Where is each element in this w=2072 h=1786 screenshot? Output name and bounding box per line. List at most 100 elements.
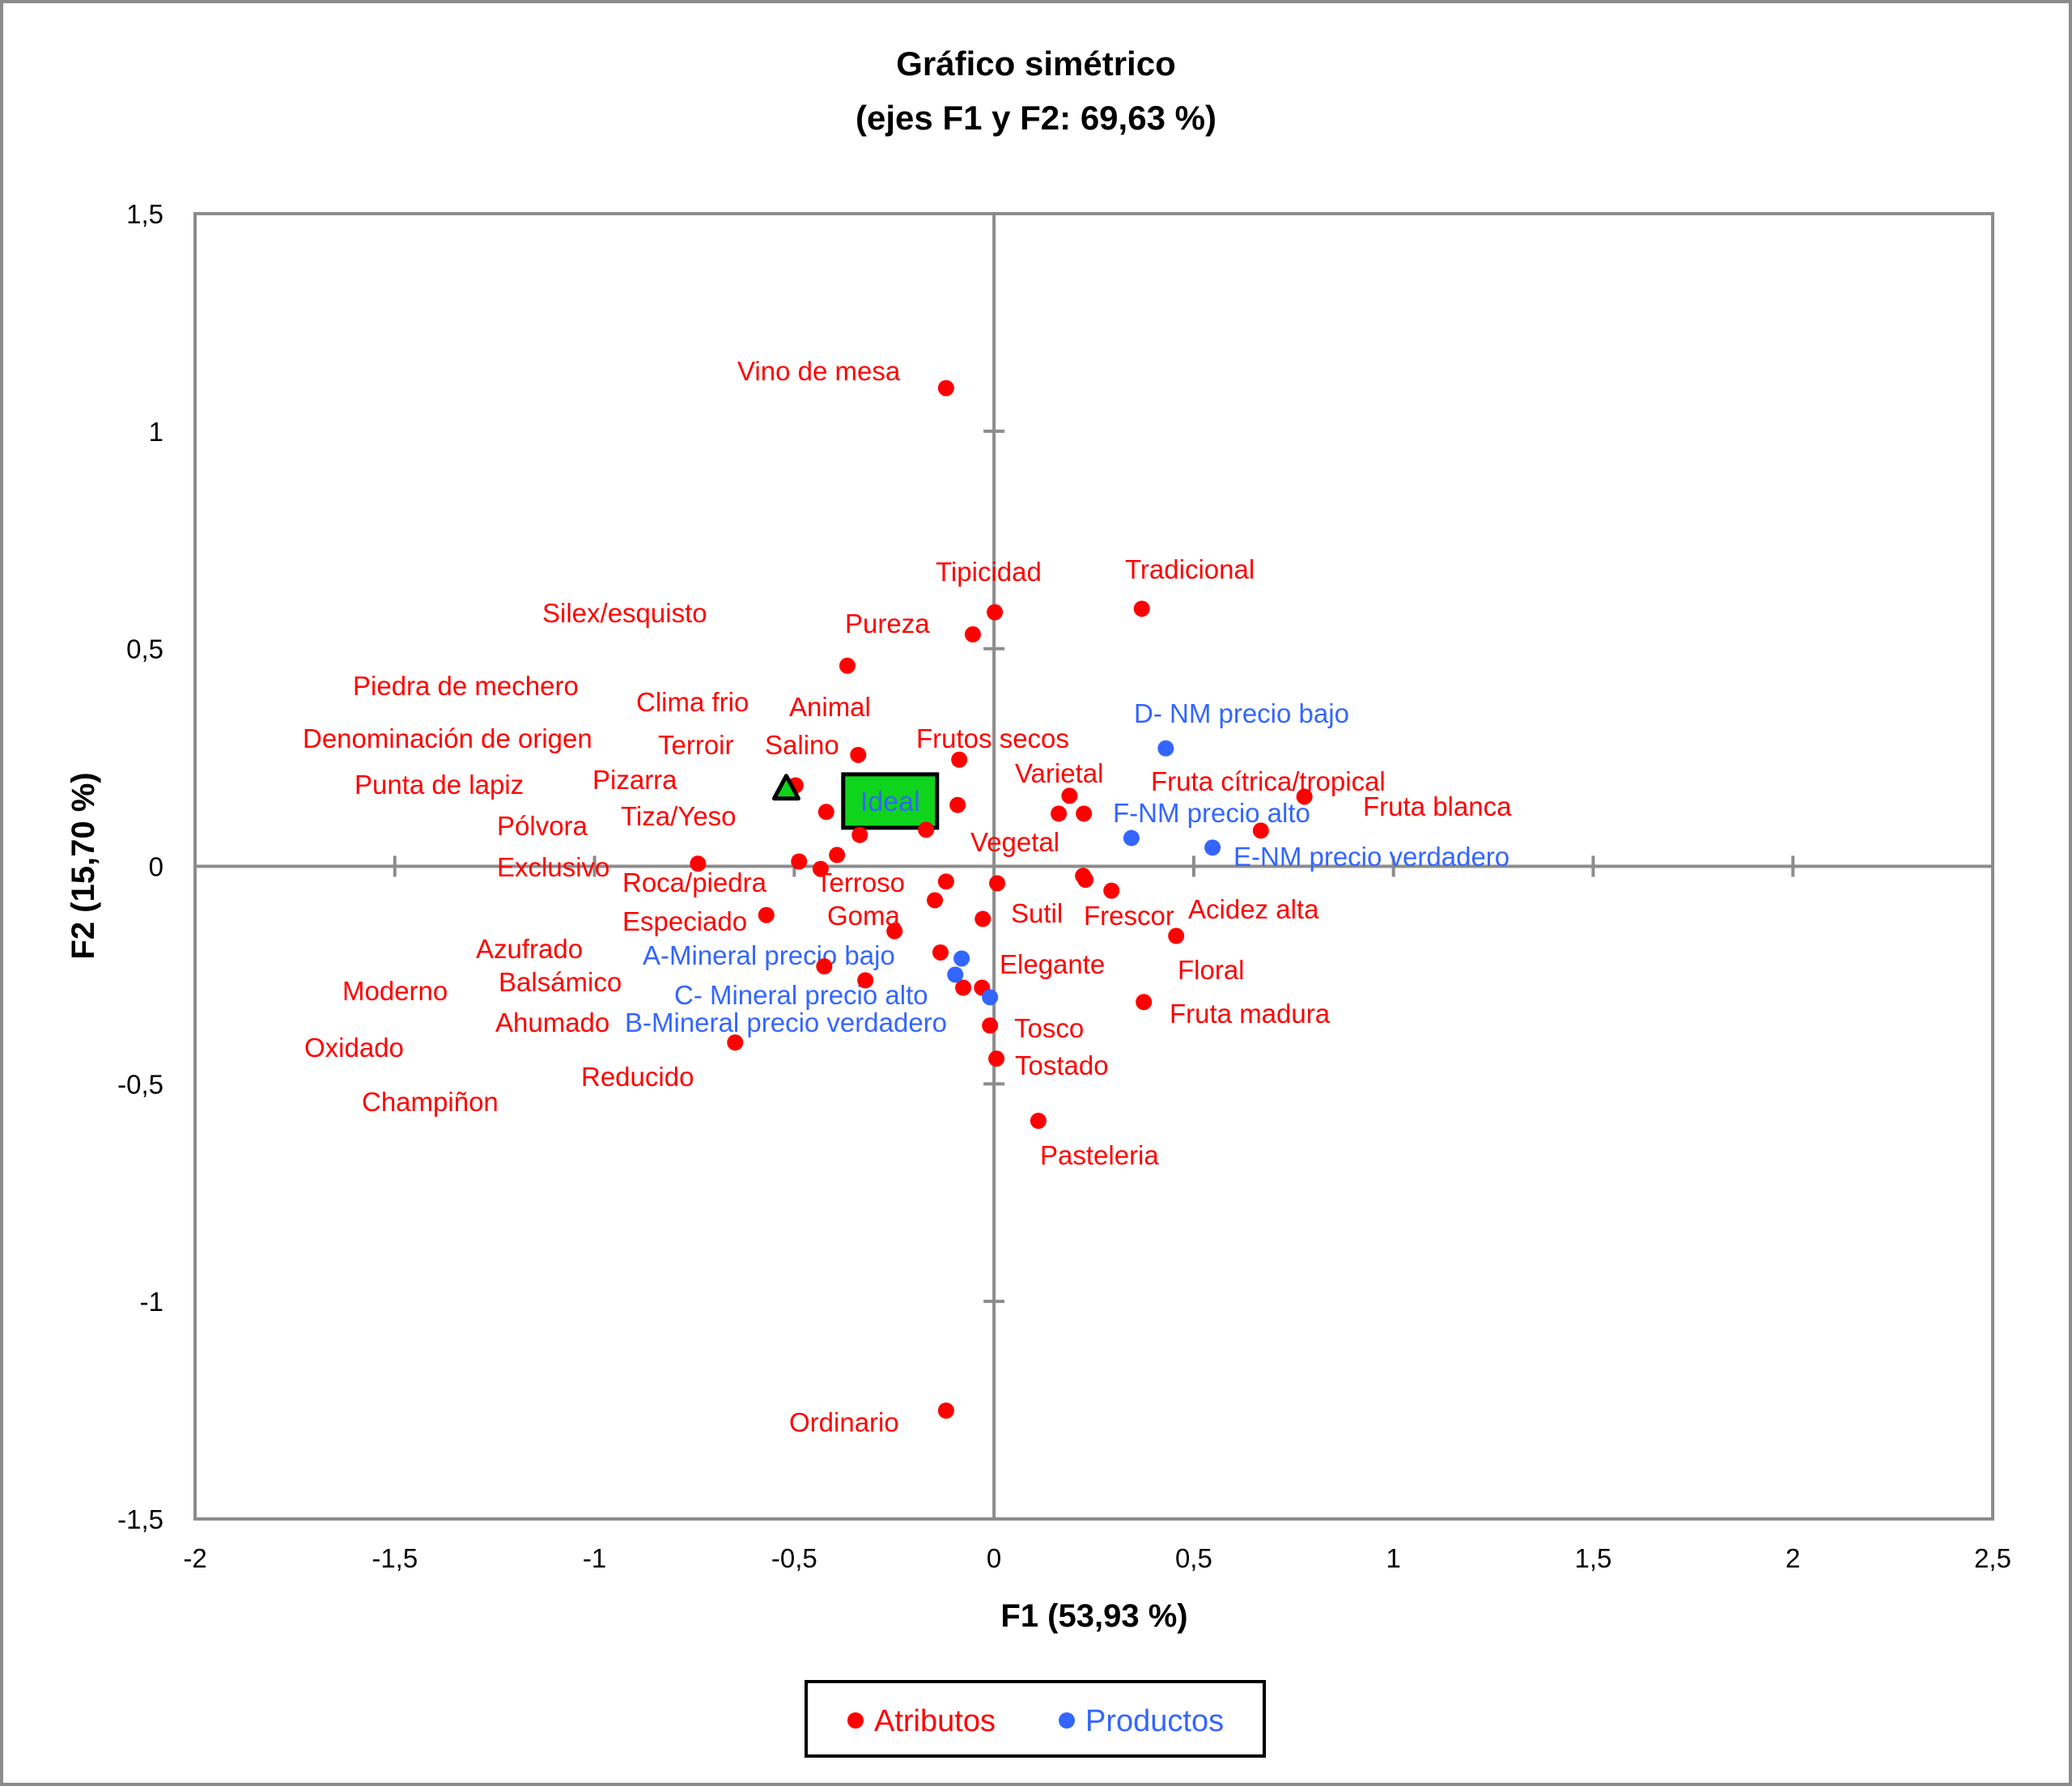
x-tick-label: 2 xyxy=(1785,1543,1800,1573)
attribute-point xyxy=(937,380,954,397)
product-label: D- NM precio bajo xyxy=(1134,698,1349,728)
x-tick-label: 0 xyxy=(987,1543,1001,1573)
attribute-label: Tiza/Yeso xyxy=(621,801,736,831)
attribute-label: Elegante xyxy=(1000,949,1105,979)
attribute-label: Animal xyxy=(789,692,871,722)
attribute-point xyxy=(690,855,707,872)
y-tick-label: 0,5 xyxy=(126,634,163,664)
attribute-point xyxy=(1133,600,1150,617)
y-tick-label: -1,5 xyxy=(117,1504,163,1534)
attribute-label: Especiado xyxy=(622,906,747,936)
y-tick-label: 0 xyxy=(149,852,163,882)
x-tick-label: -1,5 xyxy=(372,1543,418,1573)
attribute-label: Pólvora xyxy=(497,811,588,841)
attribute-label: Tosco xyxy=(1014,1013,1084,1043)
attribute-label: Punta de lapiz xyxy=(355,770,524,800)
attribute-label: Sutil xyxy=(1011,898,1063,928)
attribute-label: Fruta madura xyxy=(1170,999,1331,1029)
attribute-point xyxy=(987,604,1004,621)
product-label: C- Mineral precio alto xyxy=(674,980,928,1010)
attribute-label: Piedra de mechero xyxy=(353,671,579,701)
x-tick-label: 1,5 xyxy=(1575,1543,1612,1573)
attribute-point xyxy=(988,1050,1005,1067)
ideal-box xyxy=(841,772,940,830)
product-point xyxy=(1157,740,1174,757)
attribute-label: Floral xyxy=(1178,955,1245,985)
legend: Atributos Productos xyxy=(805,1680,1266,1758)
ideal-group: Ideal xyxy=(841,772,940,830)
attribute-point xyxy=(1061,787,1078,804)
attribute-point xyxy=(839,657,856,674)
attribute-label: Roca/piedra xyxy=(622,868,767,897)
attribute-point xyxy=(1296,788,1313,805)
product-point xyxy=(1204,839,1221,856)
y-tick-label: -0,5 xyxy=(117,1069,163,1099)
attribute-point xyxy=(1030,1113,1047,1130)
attribute-label: Tradicional xyxy=(1125,554,1255,584)
attribute-point xyxy=(817,804,834,821)
attribute-point xyxy=(937,1402,954,1419)
chart-title: Gráfico simétrico xyxy=(896,45,1175,83)
product-point xyxy=(1123,829,1140,846)
attribute-label: Terroir xyxy=(658,730,734,760)
legend-marker-productos xyxy=(1059,1712,1075,1729)
x-tick-label: 0,5 xyxy=(1175,1543,1212,1573)
product-label: F-NM precio alto xyxy=(1113,798,1310,828)
attribute-point xyxy=(1103,882,1120,899)
attribute-label: Vegetal xyxy=(970,827,1059,857)
product-point xyxy=(982,989,999,1006)
attribute-point xyxy=(927,892,944,909)
attribute-point xyxy=(1168,927,1185,944)
attribute-label: Frescor xyxy=(1084,901,1174,931)
attribute-label: Fruta cítrica/tropical xyxy=(1151,766,1386,796)
attribute-label: Azufrado xyxy=(476,934,583,964)
attribute-point xyxy=(758,906,775,923)
chart-subtitle: (ejes F1 y F2: 69,63 %) xyxy=(856,99,1216,137)
product-label: A-Mineral precio bajo xyxy=(643,940,895,970)
attribute-point xyxy=(964,626,981,643)
attribute-point xyxy=(829,846,846,863)
attribute-label: Tipicidad xyxy=(936,557,1042,587)
product-label: E-NM precio verdadero xyxy=(1233,842,1509,872)
attribute-label: Goma xyxy=(827,901,901,931)
attribute-point xyxy=(850,746,867,763)
attribute-label: Pasteleria xyxy=(1040,1140,1159,1170)
attribute-label: Acidez alta xyxy=(1188,894,1319,924)
attribute-point xyxy=(932,944,949,961)
attribute-point xyxy=(1136,994,1153,1011)
ideal-label: Ideal xyxy=(860,787,920,817)
legend-label-productos: Productos xyxy=(1085,1704,1224,1738)
x-tick-label: 1 xyxy=(1386,1543,1400,1573)
attribute-label: Balsámico xyxy=(499,967,622,997)
attribute-label: Ordinario xyxy=(789,1407,899,1437)
attribute-label: Frutos secos xyxy=(916,723,1069,753)
attribute-label: Champiñon xyxy=(362,1087,499,1117)
x-tick-label: 2,5 xyxy=(1974,1543,2011,1573)
legend-box xyxy=(805,1680,1266,1758)
y-tick-label: 1 xyxy=(149,417,163,447)
attribute-point xyxy=(937,873,954,890)
attribute-label: Pureza xyxy=(845,609,930,638)
attribute-point xyxy=(1252,822,1269,839)
attribute-point xyxy=(949,796,966,813)
x-tick-label: -2 xyxy=(183,1543,206,1573)
attribute-point xyxy=(851,826,868,843)
attribute-label: Vino de mesa xyxy=(737,356,901,386)
attribute-label: Silex/esquisto xyxy=(542,598,707,628)
x-tick-label: -1 xyxy=(583,1543,606,1573)
attribute-label: Salino xyxy=(765,730,839,760)
attribute-point xyxy=(974,910,991,927)
attribute-point xyxy=(1076,805,1093,822)
y-tick-label: 1,5 xyxy=(126,199,163,229)
x-axis-title: F1 (53,93 %) xyxy=(1000,1598,1187,1634)
attribute-point xyxy=(951,751,968,768)
attribute-label: Ahumado xyxy=(495,1008,609,1037)
attribute-point xyxy=(727,1034,744,1051)
point-labels: Vino de mesa Tipicidad Tradicional Silex/es… xyxy=(303,356,1512,1437)
attribute-label: Fruta blanca xyxy=(1363,791,1512,821)
attribute-point xyxy=(886,923,903,940)
x-tick-label: -0,5 xyxy=(771,1543,817,1573)
attribute-point xyxy=(791,853,808,870)
